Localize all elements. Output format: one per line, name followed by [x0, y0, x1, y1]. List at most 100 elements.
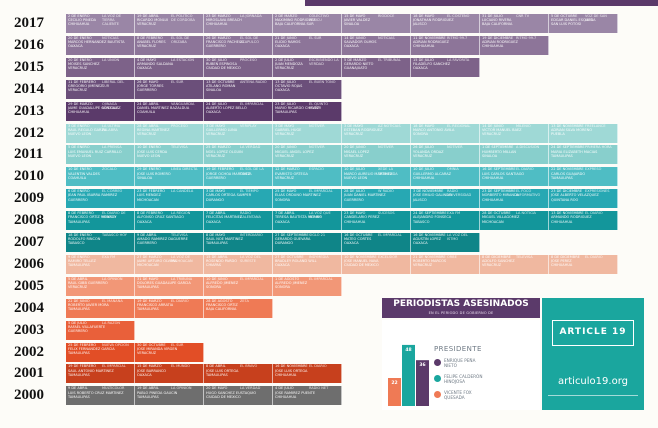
entry-outlet: EL SOL DE ACAPULCO — [240, 35, 259, 45]
entry-name: 7 DE ABRIL FELICITAS MARTINEZ OAXACA — [206, 211, 243, 224]
entry-name: 14 DE JUNIO SALVADOR OLMOS OAXACA — [344, 35, 377, 49]
entry-name: 12 DE MARZO EVARISTO ORTEGA VERACRUZ — [275, 167, 308, 180]
legend-swatch — [434, 359, 441, 366]
entry-name: 5 DE OCTUBRE EDGAR DANIEL ESQUEDA SAN LU… — [551, 14, 596, 27]
journalist-entry: 20 DE ENERO MOISES SANCHEZ VERACRUZ LA UN… — [66, 57, 135, 77]
entry-name: 20 DE ENERO MOISES SANCHEZ VERACRUZ — [68, 57, 100, 71]
entry-name: 24 DE SEPTIEMBRE ALEJANDRO FONSECA TABAS… — [413, 211, 452, 224]
entry-outlet: LINEA DIRECTA — [171, 167, 198, 172]
journalist-entry: 9 DE ENERO RAMIRO TELLEZ TAMAULIPAS EXA F… — [66, 254, 135, 274]
entry-outlet: EL MANANA — [102, 298, 123, 303]
entry-name: 30 DE OCTUBRE JOSE MIRANDA VIRGEN VERACR… — [137, 342, 178, 355]
entry-name: 25 DE MAYO ELIAS ORDUNO MARTINEZ SONORA — [275, 189, 321, 202]
entry-outlet: NOTICIAS — [102, 35, 119, 40]
entry-name: 5 DE MARZO GERARDO NIETO GUANAJUATO — [344, 57, 374, 71]
entry-name: 22 DE JUNIO ROBERTO JAVIER MORA TAMAULIP… — [68, 298, 109, 312]
entry-outlet: EL TRIBUNAL — [378, 57, 401, 62]
entry-outlet: LA UNION — [102, 57, 120, 62]
year-label: 2000 — [14, 387, 44, 404]
entry-name: 28 DE JULIO JUAN DANIEL MARTINEZ GUERRER… — [344, 189, 386, 202]
entry-outlet: INDYMEDIA — [309, 254, 329, 259]
journalist-entry: 21 DE JUNIO ELIDIO RAMOS OAXACA EL SUR — [273, 35, 342, 55]
entry-outlet: EL SOL DE LA COSTA — [240, 167, 264, 176]
brand-url[interactable]: articulo19.org — [558, 376, 628, 387]
entry-name: 23 DE DICIEMBRE JOSE ALBERTO VELAZQUEZ Q… — [551, 189, 599, 202]
journalist-entry: 3 DE ENERO RAUL REGULO GARZA NUEVO LEON L… — [66, 123, 135, 143]
journalist-entry: 16 DE NOVIEMBRE AGUSTIN LOPEZ OAXACA LA V… — [411, 233, 480, 252]
entry-outlet: EL COSTENO — [447, 14, 470, 18]
journalist-entry: 19 DE ABRIL RICARDO MONLUI VERACRUZ EL PO… — [135, 14, 204, 33]
entry-outlet: PROCESO — [171, 123, 188, 128]
journalist-entry: 16 DE SEPTIEMBRE LUIS CARLOS SANTIAGO CH… — [480, 167, 549, 187]
entry-name: 18 DE MAYO JONATHAN RODRIGUEZ JALISCO — [413, 14, 454, 27]
journalist-entry: 25 DE MARZO NOEL LOPEZ OLGUIN VERACRUZ LA… — [204, 145, 273, 165]
entry-name: 10 DE ENERO VALENTIN VALDES COAHUILA — [68, 167, 100, 180]
journalist-entry: 20 DE ENERO MARCOS HERNANDEZ BAUTISTA OA… — [66, 35, 135, 55]
brand-block: ARTICLE 19 articulo19.org — [542, 298, 644, 410]
entry-outlet: EL BUEN TONO — [309, 79, 336, 84]
entry-outlet: VERIPLAY — [240, 123, 257, 128]
journalist-entry: 14 DE JUNIO SALVADOR OLMOS OAXACA NOTICIA… — [342, 35, 411, 55]
journalist-entry: 13 DE NOVIEMBRE ADRIAN SILVA MORENO PUEB… — [549, 123, 618, 143]
journalist-entry: 31 DE MAYO DOLORES GUADALUPE GARCIA TAMA… — [135, 276, 204, 296]
year-label: 2017 — [14, 15, 44, 31]
entry-name: 3 DE NOVIEMBRE JOSE EMILIO GALINDO JALIS… — [413, 189, 452, 202]
journalist-entry: 25 DE FEBRERO FELIX FERNANDEZ GARCIA TAM… — [66, 342, 135, 362]
journalist-entry: 10 DE ENERO VALENTIN VALDES COAHUILA ZOCA… — [66, 167, 135, 187]
entry-name: 19 DE ABRIL PABLO PINEDA GAUCIN TAMAULIP… — [137, 386, 178, 399]
journalist-entry: 9 DE ABRIL LUIS ROBERTO CRUZ MARTINEZ TA… — [66, 386, 135, 406]
journalist-entry: 13 DE NOVIEMBRE ARMANDO RODRIGUEZ CHIHUA… — [549, 211, 618, 231]
entry-outlet: EL SUR — [309, 35, 322, 40]
entry-outlet: XEDE LA TREMENDA — [378, 167, 398, 176]
entry-name: 16 DE NOVIEMBRE JOSE LUIS ORTEGA CHIHUAH… — [275, 364, 308, 377]
entry-outlet: LA REGION — [171, 211, 191, 216]
journalist-entry: 20 DE JUNIO MISAEL LOPEZ VERACRUZ NOTIVER — [342, 145, 411, 165]
journalist-entry: 4 DE JULIO JOSE RAMIREZ PUENTE CHIHUAHUA… — [273, 386, 342, 406]
journalist-entry: 11 DE FEBRERO GREGORIO JIMENEZ VERACRUZ L… — [66, 79, 135, 99]
journalist-entry: 8 DE DICIEMBRE ADOLFO SANCHEZ VERACRUZ TE… — [480, 254, 549, 274]
entry-outlet: EL TIEMPO — [240, 189, 259, 194]
entry-name: 4 DE JULIO JOSE RAMIREZ PUENTE CHIHUAHUA — [275, 386, 316, 399]
entry-name: 28 DE ABRIL REGINA MARTINEZ VERACRUZ — [137, 123, 170, 136]
entry-outlet: EL IMPARCIAL — [240, 101, 264, 106]
entry-outlet: ANTENA RADIO — [240, 79, 267, 84]
journalist-entry: 27 DE OCTUBRE BRADLEY ROLAND WILL OAXACA… — [273, 254, 342, 274]
entry-outlet: ORBE — [447, 254, 457, 259]
journalist-entry: 2 DE MARZO MAXIMINO RODRIGUEZ BAJA CALIF… — [273, 14, 342, 33]
journalist-entry: 3 DE MAYO CARLOS ORTEGA SAMPER DURANGO EL… — [204, 189, 273, 209]
journalist-entry: 24 DE SEPTIEMBRE MARIA ELIZABETH MACIAS … — [549, 145, 618, 165]
entry-outlet: EL DIARIO — [585, 254, 603, 259]
entry-outlet: PRIMERA HORA — [585, 145, 612, 150]
bar-value-label: 48 — [405, 347, 411, 353]
entry-name: 26 DE MARZO FRANCISCO PACHECO GUERRERO — [206, 35, 245, 49]
entry-name: 10 DE JUNIO ALFREDO JIMENEZ SONORA — [206, 276, 239, 290]
entry-name: 19 DE FEBRERO JORGE OCHOA MARTINEZ GUERR… — [206, 167, 251, 180]
entry-outlet: AZ NOTICIAS — [378, 123, 401, 128]
year-label: 2012 — [14, 124, 44, 141]
journalist-entry: 10 DE JULIO GUILLERMO ALCARAZ CHIHUAHUA O… — [411, 167, 480, 187]
journalist-entry: 8 DE FEBRERO FRANCISCO ORTIZ MONROY TAMA… — [66, 211, 135, 231]
entry-outlet: LA FAVORITA — [447, 57, 470, 62]
entry-outlet: EL DIARIO DE MEXICO — [102, 211, 126, 220]
entry-name: 3 DE MAYO GABRIEL HUGE VERACRUZ — [275, 123, 302, 136]
journalist-entry: 3 DE MAYO GUILLERMO LUNA VERACRUZ VERIPLA… — [204, 123, 273, 143]
journalist-entry: 23 DE JULIO MARIO RICARDO CHAVEZ TAMAULI… — [273, 101, 342, 121]
entry-name: 20 DE JUNIO MIGUEL ANGEL LOPEZ VERACRUZ — [275, 145, 314, 158]
journalist-entry: 8 DE FEBRERO ALFONSO CRUZ SANTIAGO OAXAC… — [135, 211, 204, 231]
entry-outlet: EL MUNDO — [171, 364, 190, 369]
entry-outlet: EL SOL DE ORIZABA — [171, 35, 190, 45]
bar-value-label: 36 — [419, 362, 425, 368]
journalist-entry: 8 DE DICIEMBRE JOSE PEREZ CHIHUAHUA EL DI… — [549, 254, 618, 274]
journalist-entry: 15 DE MARZO JOSE BARRANCO OAXACA EL MUNDO — [135, 364, 204, 384]
entry-outlet: MULTICOLOR — [102, 386, 125, 391]
entry-name: 24 DE ABRIL DANIEL MARTINEZ BAZALDUA COA… — [137, 101, 190, 114]
entry-outlet: EL DIARIO — [585, 211, 603, 216]
journalist-entry: 2 DE JULIO JUAN MENDOZA VERACRUZ ESCRIBIE… — [273, 57, 342, 77]
entry-name: 10 DE ENERO JOSE LUIS CERDA NUEVO LEON — [137, 145, 168, 158]
entry-outlet: EXPRESIONES — [585, 189, 610, 194]
journalist-entry: 18 DE MAYO MARCO ANTONIO AVILA SONORA EL … — [411, 123, 480, 143]
entry-name: 20 DE ENERO MARCOS HERNANDEZ BAUTISTA OA… — [68, 35, 125, 49]
top-accent-bar — [305, 0, 658, 6]
entry-name: 27 DE OCTUBRE BRADLEY ROLAND WILL OAXACA — [275, 254, 317, 268]
journalist-entry: 19 DE DICIEMBRE ADRIAN RODRIGUEZ CHIHUAH… — [480, 35, 549, 55]
